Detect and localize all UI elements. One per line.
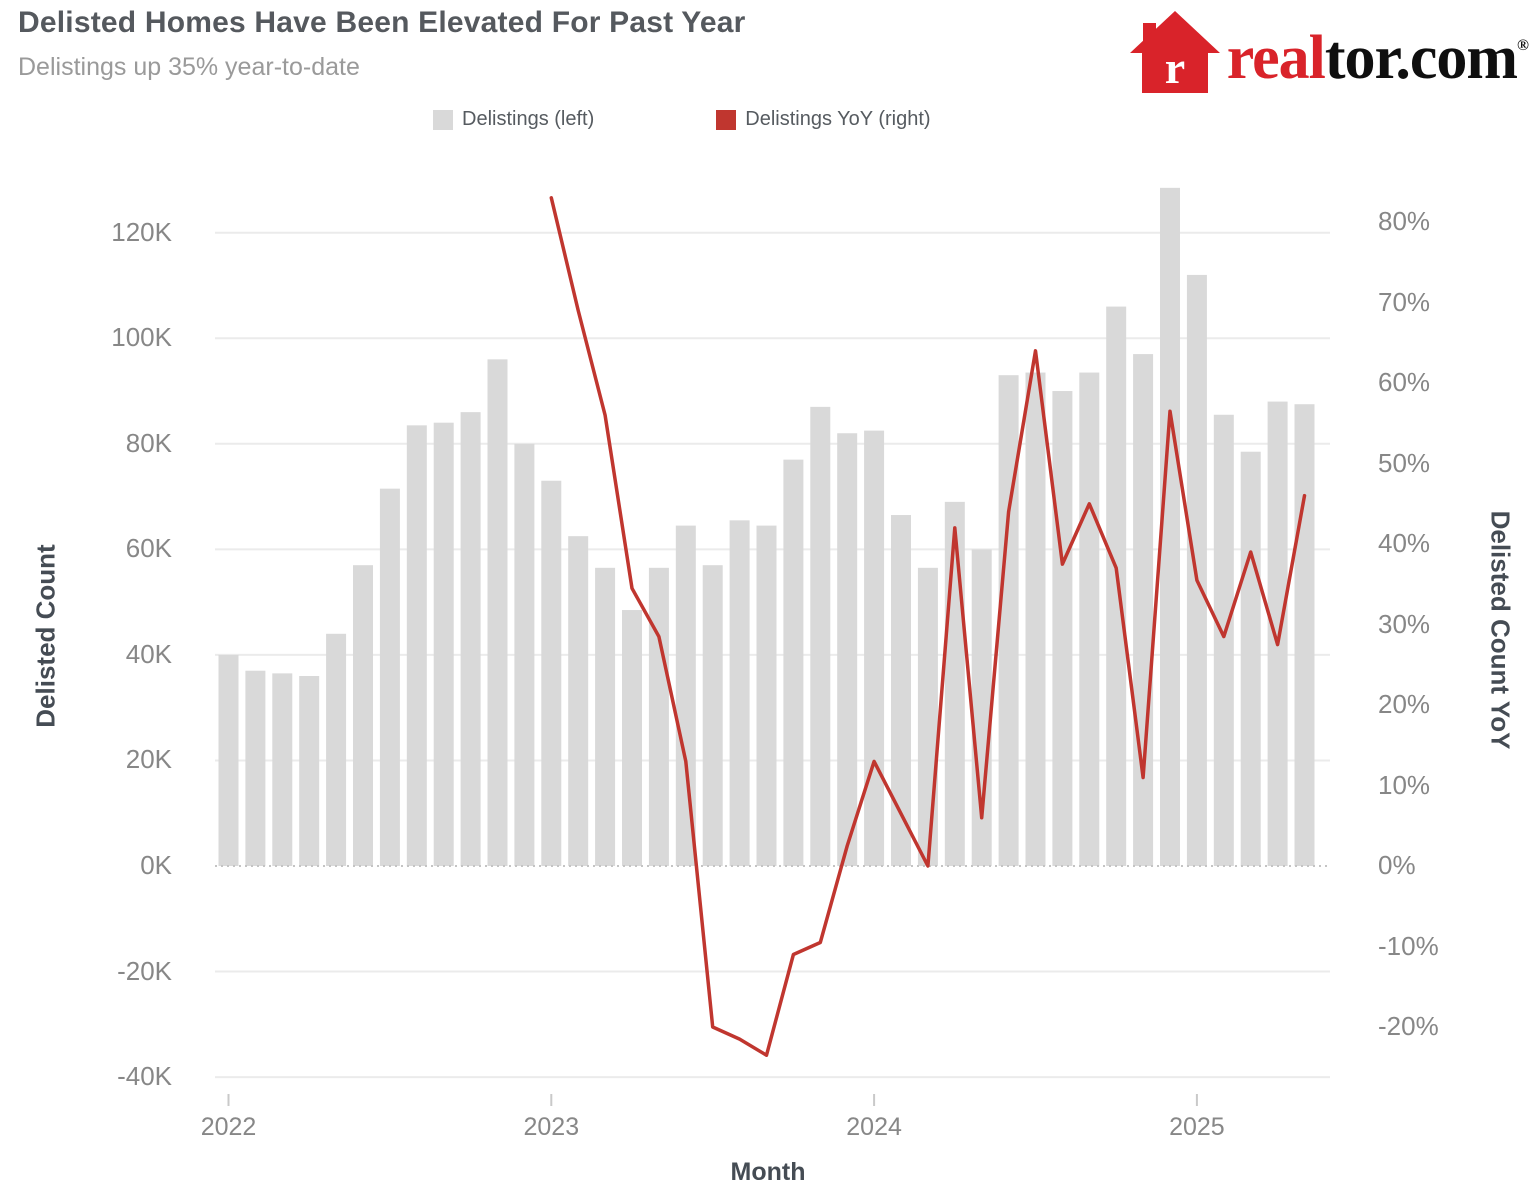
right-axis-tick-label: -20% [1378,1011,1439,1041]
delisting-bar[interactable] [1294,404,1315,866]
delisting-bar[interactable] [998,375,1019,866]
delistings-swatch-icon [433,109,453,130]
delisting-bar[interactable] [514,443,535,866]
delisting-bar[interactable] [891,515,911,866]
right-axis-tick-label: 80% [1378,206,1431,236]
delisting-bar[interactable] [379,488,400,866]
legend-label-delistings-yoy: Delistings YoY (right) [745,108,931,130]
delistings-yoy-swatch-icon [716,109,737,130]
x-axis-year-label: 2023 [523,1113,580,1141]
right-axis-tick-label: 40% [1378,528,1431,558]
chart-legend: Delistings (left) Delistings YoY (right) [433,108,931,131]
x-axis-year-label: 2025 [1169,1113,1225,1141]
x-axis-ticks [227,1094,1198,1106]
left-axis-tick-label: -20K [117,955,172,986]
right-axis-tick-label: 60% [1378,367,1431,397]
yoy-line-path[interactable] [549,196,1307,1057]
delisting-bar[interactable] [702,565,723,866]
delisting-bar[interactable] [864,430,885,866]
delisting-bar[interactable] [783,459,804,866]
page-subtitle: Delistings up 35% year-to-date [18,53,360,81]
delisting-bar[interactable] [648,567,669,866]
left-axis-tick-label: 40K [125,638,172,669]
right-axis-tick-label: 50% [1378,447,1431,478]
delisting-bar[interactable] [245,670,266,866]
right-axis-tick-label: 70% [1378,286,1431,317]
delisting-bar[interactable] [218,654,239,866]
x-axis-year-label: 2022 [200,1113,257,1141]
delisting-bar[interactable] [675,525,696,866]
left-axis-tick-label: 80K [125,427,172,458]
delisting-bar[interactable] [433,422,454,866]
page-title: Delisted Homes Have Been Elevated For Pa… [18,6,746,39]
delisting-bar[interactable] [299,676,320,866]
legend-item-delistings-yoy[interactable]: Delistings YoY (right) [716,108,931,131]
left-axis-title: Delisted Count [30,544,61,728]
delisting-bar[interactable] [1133,354,1154,866]
delisting-bar[interactable] [595,567,616,866]
legend-item-delistings[interactable]: Delistings (left) [433,108,594,131]
realtor-logo: r realtor.com® [1123,2,1529,102]
delisting-bar[interactable] [460,412,481,866]
delisting-bar[interactable] [487,359,508,866]
x-axis-title: Month [730,1158,806,1186]
delistings-bars [218,187,1315,867]
right-axis-tick-label: 10% [1378,769,1431,800]
delisting-bar[interactable] [756,525,777,866]
delisting-bar[interactable] [729,520,750,866]
delisting-bar[interactable] [810,406,831,866]
left-axis-tick-label: 100K [111,322,172,353]
delisting-bar[interactable] [1106,306,1127,867]
left-axis-tick-label: 0K [140,850,172,880]
delisting-bar[interactable] [1052,391,1073,866]
delisting-bar[interactable] [1240,451,1261,866]
delisting-bar[interactable] [1267,401,1288,866]
right-axis-tick-label: -10% [1378,930,1439,961]
delisting-bar[interactable] [971,549,992,866]
logo-real-text: real [1226,24,1326,92]
delisting-bar[interactable] [1213,414,1234,866]
delisting-bar[interactable] [353,565,373,866]
left-axis-tick-label: 60K [125,533,172,564]
logo-registered-mark: ® [1517,37,1529,54]
delisting-bar[interactable] [326,633,347,866]
left-axis-tick-label: -40K [117,1061,172,1092]
left-axis-tick-label: 120K [111,216,172,247]
delisting-bar[interactable] [1025,372,1046,866]
realtor-logo-text: realtor.com® [1226,2,1529,102]
delisting-bar[interactable] [944,501,965,866]
delisting-bar[interactable] [541,480,562,866]
left-axis-tick-label: 20K [125,744,172,775]
right-axis-tick-label: 0% [1378,850,1416,880]
x-axis-year-label: 2024 [846,1113,902,1141]
realtor-house-icon: r [1123,7,1227,97]
right-axis-tick-label: 20% [1378,689,1431,719]
delisting-bar[interactable] [1160,187,1180,866]
legend-label-delistings: Delistings (left) [462,108,595,130]
delisting-bar[interactable] [406,425,427,866]
delisting-bar[interactable] [272,673,293,866]
delisting-bar[interactable] [837,433,858,866]
delisting-bar[interactable] [1079,372,1100,866]
right-axis-tick-label: 30% [1378,608,1431,639]
right-axis-title: Delisted Count YoY [1485,510,1516,750]
delisting-bar[interactable] [622,610,642,866]
logo-tordotcom-text: tor.com [1324,24,1518,92]
delistings-yoy-line [549,196,1307,1057]
delisting-bar[interactable] [917,567,938,866]
delisting-bar[interactable] [568,536,589,866]
svg-text:r: r [1165,42,1185,93]
